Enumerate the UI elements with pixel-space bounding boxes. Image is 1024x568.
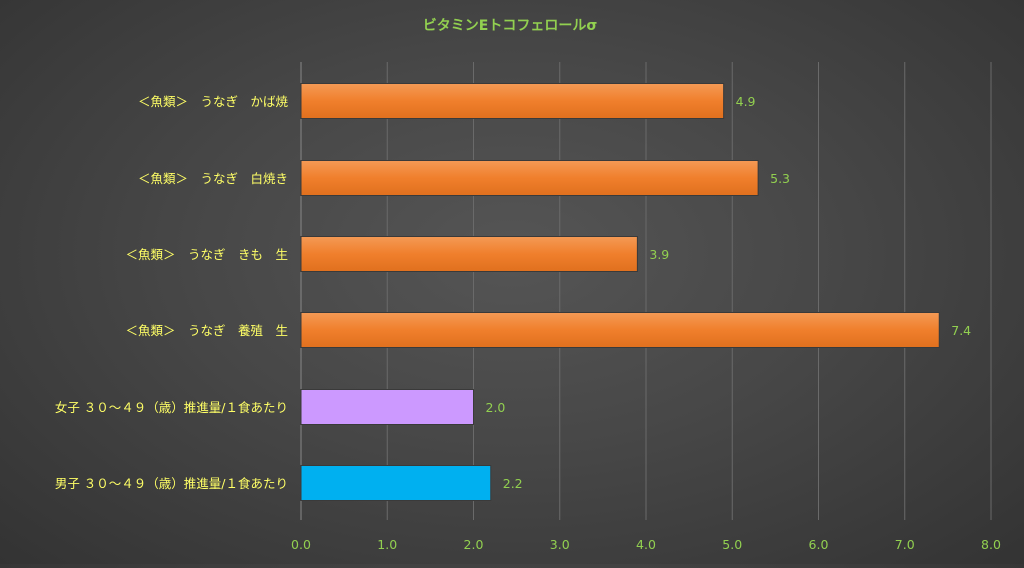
- x-tick-label: 6.0: [809, 537, 829, 552]
- data-label: 2.0: [486, 400, 506, 415]
- data-label: 5.3: [770, 171, 790, 186]
- bar: [300, 160, 759, 196]
- bar: [300, 312, 940, 348]
- chart-title: ビタミンEトコフェロールσ: [423, 18, 598, 34]
- x-tick-label: 2.0: [464, 537, 484, 552]
- bar: [300, 236, 638, 272]
- bar: [300, 389, 474, 425]
- x-tick-label: 8.0: [981, 537, 1001, 552]
- bar: [300, 465, 492, 501]
- data-label: 2.2: [503, 476, 523, 491]
- data-label: 7.4: [951, 323, 971, 338]
- category-label: 男子 ３０～４９（歳）推進量/１食あたり: [55, 476, 288, 491]
- x-tick-label: 7.0: [895, 537, 915, 552]
- category-label: ＜魚類＞ うなぎ 白焼き: [138, 171, 288, 186]
- bars: [300, 83, 940, 501]
- grid-lines: [300, 62, 992, 520]
- data-label: 3.9: [649, 247, 669, 262]
- x-tick-label: 4.0: [636, 537, 656, 552]
- x-tick-label: 5.0: [722, 537, 742, 552]
- category-label: ＜魚類＞ うなぎ かば焼: [138, 94, 289, 109]
- bar: [300, 83, 725, 119]
- labels: 0.0 1.0 2.0 3.0 4.0 5.0 6.0 7.0 8.0 4.9 ＜魚類＞ うなぎ か…: [55, 94, 1001, 552]
- data-label: 4.9: [736, 94, 756, 109]
- x-tick-label: 1.0: [377, 537, 397, 552]
- x-tick-label: 0.0: [291, 537, 311, 552]
- category-label: ＜魚類＞ うなぎ きも 生: [125, 247, 288, 262]
- category-label: 女子 ３０～４９（歳）推進量/１食あたり: [55, 400, 288, 415]
- x-tick-label: 3.0: [550, 537, 570, 552]
- category-label: ＜魚類＞ うなぎ 養殖 生: [125, 323, 288, 338]
